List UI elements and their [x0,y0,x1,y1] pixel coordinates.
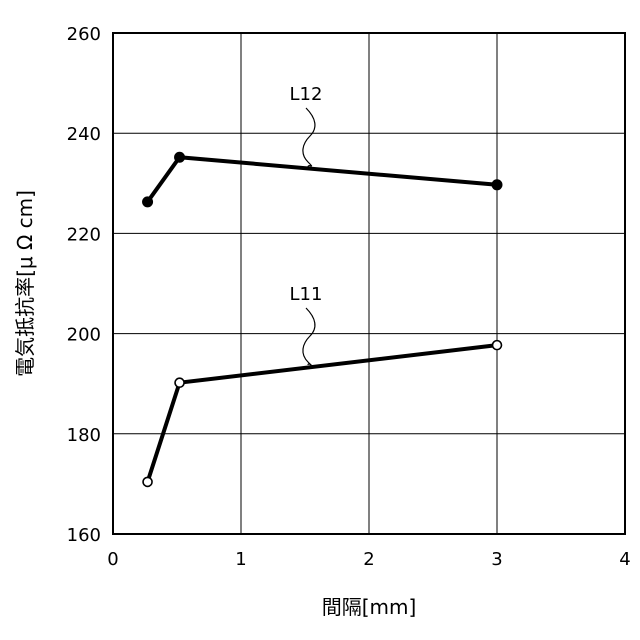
series-line-l12 [148,157,497,202]
x-tick-label: 4 [619,549,630,570]
series-label-l11: L11 [290,284,323,305]
series-layer [143,152,502,486]
series-label-l12: L12 [290,84,323,105]
data-point [492,180,502,190]
y-tick-label: 240 [67,124,101,145]
data-point [143,477,152,486]
data-point [175,152,185,162]
y-tick-label: 160 [67,525,101,546]
data-point [175,378,184,387]
data-point [143,197,153,207]
x-axis-title: 間隔[mm] [322,595,417,619]
y-axis-ticks: 160 180 200 220 240 260 [67,24,101,546]
x-tick-label: 1 [235,549,246,570]
y-tick-label: 260 [67,24,101,45]
x-axis-ticks: 0 1 2 3 4 [107,549,630,570]
series-labels: L12 L11 [290,84,323,365]
grid-lines [113,33,625,534]
y-tick-label: 200 [67,325,101,346]
data-point [493,341,502,350]
series-label-leader [303,108,315,167]
series-label-leader [303,308,315,365]
x-tick-label: 3 [491,549,502,570]
x-tick-label: 2 [363,549,374,570]
x-tick-label: 0 [107,549,118,570]
y-tick-label: 180 [67,425,101,446]
series-line-l11 [148,345,497,482]
y-axis-title: 電気抵抗率[μ Ω cm] [13,190,37,377]
y-tick-label: 220 [67,224,101,245]
